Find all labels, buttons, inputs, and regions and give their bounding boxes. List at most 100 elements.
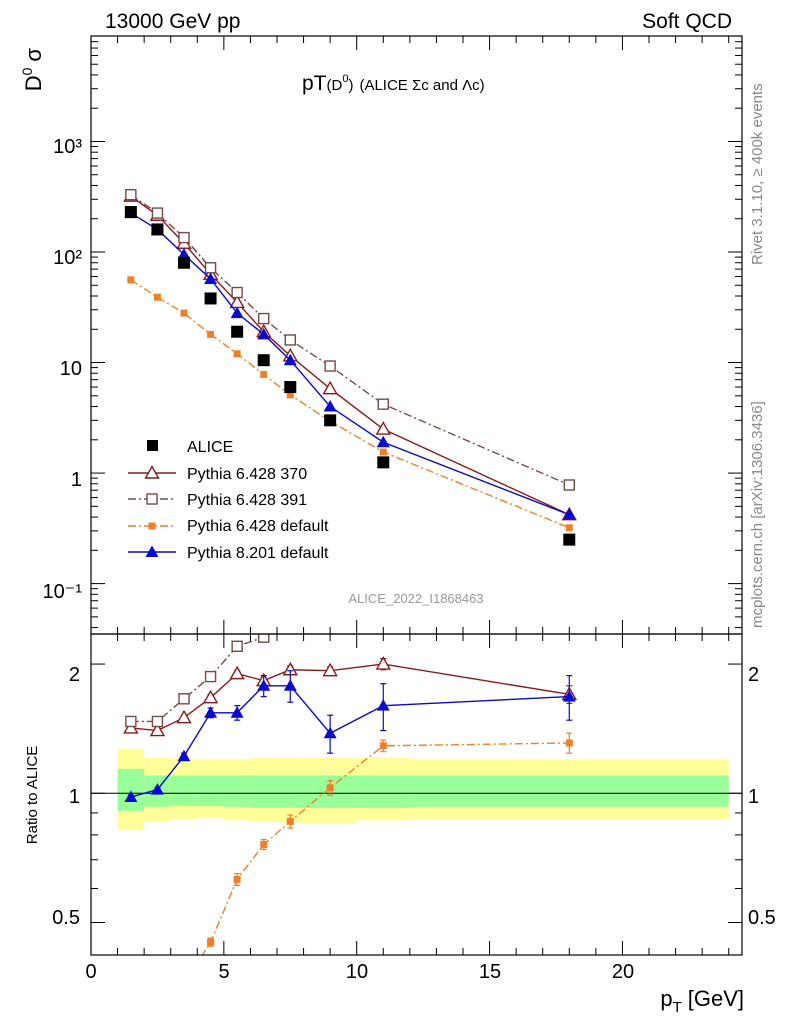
band-green-2 bbox=[170, 775, 198, 806]
ratio-point-pythia-6-428-default-1 bbox=[207, 938, 215, 946]
ratio-uncertainty-bands bbox=[117, 748, 729, 831]
title-main: pT bbox=[302, 72, 327, 95]
main-point-pythia-6-428-391-0 bbox=[125, 188, 137, 201]
ratio-point-pythia-8-201-default-8 bbox=[376, 699, 390, 711]
header-right: Soft QCD bbox=[642, 10, 732, 33]
main-point-pythia-6-428-391-4 bbox=[231, 286, 243, 299]
band-green-4 bbox=[223, 775, 251, 807]
main-point-pythia-8-201-default-2 bbox=[177, 247, 191, 260]
xtick-15: 15 bbox=[479, 961, 501, 983]
main-point-pythia-6-428-391-2 bbox=[178, 231, 190, 244]
ratio-point-pythia-8-201-default-3 bbox=[204, 706, 218, 718]
ratio-line-pythia-8-201-default bbox=[130, 685, 570, 798]
main-point-pythia-6-428-370-7 bbox=[322, 380, 338, 395]
ylabel-sup: 0 bbox=[19, 67, 35, 75]
ratio-y-axis-label: Ratio to ALICE bbox=[24, 746, 41, 844]
title-paren-open: (D bbox=[327, 77, 343, 94]
main-point-pythia-6-428-default-8 bbox=[379, 448, 387, 456]
legend-label-alice: ALICE bbox=[187, 439, 233, 456]
legend-item-pythia6-370: Pythia 6.428 370 bbox=[128, 465, 307, 483]
ratio-ytick-0.5-left: 0.5 bbox=[52, 907, 80, 929]
ratio-point-pythia-6-428-default-6 bbox=[379, 742, 387, 750]
ratio-point-pythia-6-428-391-6 bbox=[285, 610, 295, 620]
ratio-series-pythia-8-201-default bbox=[124, 670, 576, 803]
legend-item-pythia6-391: Pythia 6.428 391 bbox=[128, 492, 307, 509]
main-line-pythia-8-201-default bbox=[130, 212, 570, 516]
band-green-0 bbox=[117, 768, 145, 811]
ratio-point-pythia-6-428-391-3 bbox=[204, 670, 217, 683]
main-point-alice-6 bbox=[284, 381, 297, 394]
band-green-3 bbox=[197, 775, 224, 806]
ratio-point-pythia-6-428-default-5 bbox=[326, 784, 334, 792]
main-point-pythia-6-428-default-3 bbox=[207, 330, 215, 338]
main-point-pythia-8-201-default-4 bbox=[230, 306, 244, 319]
main-point-pythia-6-428-default-0 bbox=[127, 276, 135, 284]
ratio-point-pythia-6-428-default-2 bbox=[233, 875, 241, 883]
legend-label-pythia6-370: Pythia 6.428 370 bbox=[187, 466, 307, 483]
main-point-pythia-6-428-default-4 bbox=[233, 350, 241, 358]
legend-item-alice: ALICE bbox=[147, 439, 233, 456]
main-y-axis-label: D0 σ bbox=[19, 48, 46, 92]
ratio-ytick-1-left: 1 bbox=[69, 786, 80, 808]
main-line-pythia-6-428-370 bbox=[130, 195, 570, 516]
main-point-pythia-6-428-391-8 bbox=[377, 398, 389, 410]
legend-label-pythia6-default: Pythia 6.428 default bbox=[187, 518, 329, 535]
ytick-10: 10 bbox=[60, 358, 82, 380]
legend: ALICE Pythia 6.428 370 Pythia 6.428 391 … bbox=[128, 439, 329, 562]
ratio-y-tick-labels-right: 2 1 0.5 bbox=[748, 664, 776, 929]
series-layer bbox=[123, 188, 577, 987]
ratio-point-pythia-6-428-391-0 bbox=[125, 715, 137, 728]
main-point-pythia-6-428-391-9 bbox=[563, 479, 575, 491]
axes-layer bbox=[90, 35, 743, 956]
main-point-pythia-6-428-391-6 bbox=[284, 334, 296, 346]
ratio-point-pythia-6-428-default-0 bbox=[181, 980, 188, 987]
xlabel-main: p bbox=[660, 986, 672, 1011]
legend-label-pythia8-default: Pythia 8.201 default bbox=[187, 545, 329, 562]
ratio-point-pythia-6-428-391-1 bbox=[151, 715, 164, 728]
ylabel-main: D bbox=[21, 75, 46, 91]
legend-marker-pythia6-391 bbox=[146, 493, 158, 505]
ratio-plot-frame bbox=[90, 633, 743, 956]
ratio-point-pythia-8-201-default-1 bbox=[150, 783, 164, 795]
ratio-series-pythia-6-428-391 bbox=[125, 610, 295, 728]
ratio-point-pythia-6-428-370-3 bbox=[202, 689, 219, 704]
main-line-pythia-6-428-391 bbox=[130, 194, 570, 486]
main-point-pythia-8-201-default-8 bbox=[376, 435, 390, 448]
ratio-series-pythia-6-428-370 bbox=[123, 656, 577, 737]
ratio-point-pythia-6-428-370-8 bbox=[375, 656, 391, 670]
ratio-line-pythia-6-428-default bbox=[201, 742, 570, 955]
band-green-6 bbox=[277, 775, 304, 808]
band-green-9 bbox=[409, 775, 729, 807]
ratio-point-pythia-8-201-default-6 bbox=[283, 679, 297, 691]
main-point-pythia-8-201-default-7 bbox=[323, 400, 337, 412]
ratio-point-pythia-6-428-391-5 bbox=[258, 634, 270, 643]
main-series-pythia-6-428-default bbox=[127, 276, 573, 532]
title-suffix: (ALICE Σc and Λc) bbox=[359, 77, 484, 94]
ratio-line-pythia-6-428-391 bbox=[130, 634, 269, 723]
main-series-alice bbox=[124, 206, 576, 546]
main-line-pythia-6-428-default bbox=[130, 279, 570, 529]
ytick-1: 1 bbox=[71, 469, 82, 491]
main-point-alice-4 bbox=[231, 325, 244, 338]
legend-marker-pythia6-default bbox=[148, 522, 156, 530]
main-point-alice-3 bbox=[204, 292, 217, 305]
ratio-point-pythia-8-201-default-4 bbox=[230, 706, 244, 718]
ratio-point-pythia-8-201-default-5 bbox=[257, 679, 271, 691]
ratio-ytick-0.5-right: 0.5 bbox=[748, 907, 776, 929]
band-green-8 bbox=[356, 775, 410, 808]
xlabel-sub: T bbox=[673, 999, 682, 1016]
ratio-point-pythia-8-201-default-2 bbox=[177, 749, 191, 762]
main-point-alice-2 bbox=[178, 256, 190, 269]
main-point-pythia-6-428-391-3 bbox=[204, 262, 217, 274]
main-series-pythia-6-428-391 bbox=[125, 188, 575, 491]
main-point-pythia-6-428-default-6 bbox=[286, 391, 294, 399]
svg-text:D0σ: D0 σ bbox=[19, 48, 46, 92]
ratio-point-pythia-6-428-370-2 bbox=[176, 709, 192, 724]
ytick-1000: 10³ bbox=[53, 136, 82, 158]
main-point-pythia-8-201-default-3 bbox=[204, 272, 218, 284]
ratio-point-pythia-8-201-default-9 bbox=[562, 690, 576, 702]
title-sup: 0 bbox=[342, 73, 348, 85]
legend-marker-pythia8-default bbox=[145, 545, 159, 557]
ratio-point-pythia-6-428-default-4 bbox=[286, 817, 294, 825]
